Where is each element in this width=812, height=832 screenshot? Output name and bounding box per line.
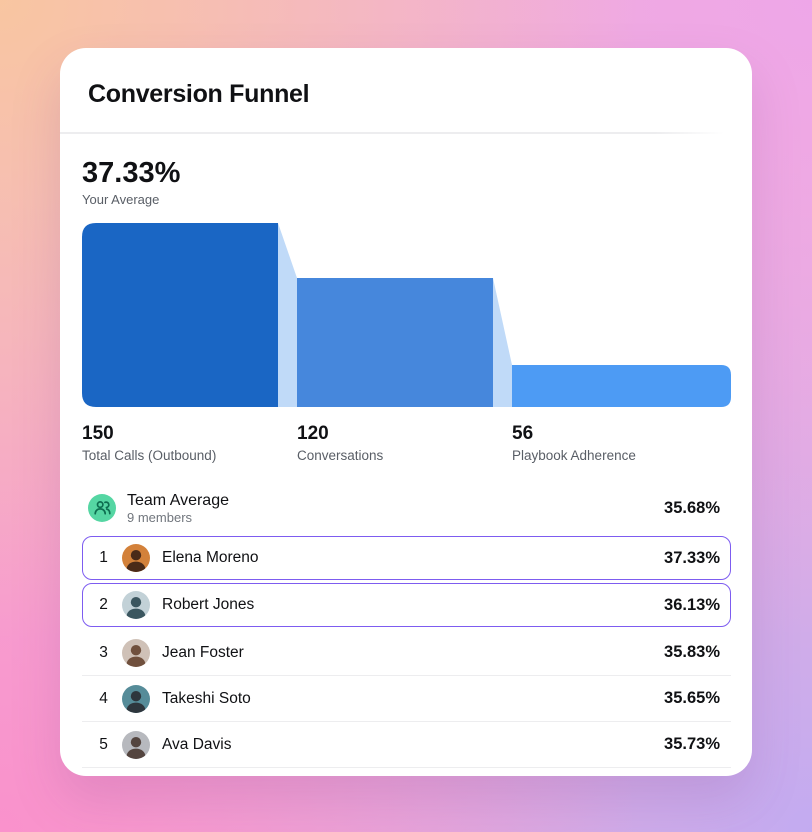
funnel-connector-2 <box>493 278 512 407</box>
member-score: 35.73% <box>664 735 720 753</box>
leaderboard-row-4[interactable]: 4 Takeshi Soto 35.65% <box>82 676 731 722</box>
stage-conversations: 120 Conversations <box>297 422 383 465</box>
stage-value: 120 <box>297 423 329 444</box>
team-average-row[interactable]: Team Average 9 members 35.68% <box>82 482 731 534</box>
stage-value: 150 <box>82 423 114 444</box>
stage-name: Total Calls (Outbound) <box>82 448 217 463</box>
member-name: Robert Jones <box>162 596 255 613</box>
team-members-icon <box>88 494 116 522</box>
conversion-funnel-card: Conversion Funnel 37.33% Your Average 15… <box>60 48 752 776</box>
your-average-summary: 37.33% Your Average <box>82 156 731 209</box>
rank-number: 5 <box>99 735 108 753</box>
your-average-value: 37.33% <box>82 157 181 189</box>
stage-playbook-adherence: 56 Playbook Adherence <box>512 422 636 465</box>
card-header: Conversion Funnel <box>60 48 752 109</box>
leaderboard-row-2[interactable]: 2 Robert Jones 36.13% <box>82 583 731 627</box>
rank-number: 2 <box>99 596 108 613</box>
funnel-bar-1 <box>82 223 278 407</box>
member-name: Jean Foster <box>162 643 244 661</box>
avatar <box>122 638 150 667</box>
header-divider <box>60 132 752 134</box>
member-name: Elena Moreno <box>162 549 259 566</box>
avatar <box>122 591 150 619</box>
member-score: 36.13% <box>664 595 720 614</box>
your-average-label: Your Average <box>82 192 160 207</box>
team-members-count: 9 members <box>127 509 193 525</box>
funnel-connector-1 <box>278 223 297 407</box>
team-average-score: 35.68% <box>664 498 720 517</box>
leaderboard-row-5[interactable]: 5 Ava Davis 35.73% <box>82 722 731 768</box>
stage-value: 56 <box>512 423 534 444</box>
stage-name: Playbook Adherence <box>512 448 636 463</box>
team-average-title: Team Average <box>127 491 229 509</box>
stage-name: Conversations <box>297 448 384 463</box>
team-average-texts: Team Average 9 members <box>127 491 229 526</box>
member-score: 35.83% <box>664 643 720 661</box>
page-title: Conversion Funnel <box>88 80 310 108</box>
leaderboard: Team Average 9 members 35.68% 1 Elena Mo… <box>82 482 731 768</box>
member-score: 37.33% <box>664 548 720 567</box>
leaderboard-row-3[interactable]: 3 Jean Foster 35.83% <box>82 630 731 676</box>
avatar <box>122 730 150 759</box>
leaderboard-row-1[interactable]: 1 Elena Moreno 37.33% <box>82 536 731 580</box>
funnel-chart <box>82 223 731 407</box>
rank-number: 4 <box>99 689 108 707</box>
rank-number: 3 <box>99 643 108 661</box>
funnel-svg <box>82 223 731 407</box>
rank-number: 1 <box>99 549 108 566</box>
member-score: 35.65% <box>664 689 720 707</box>
stage-total-calls: 150 Total Calls (Outbound) <box>82 422 216 465</box>
funnel-bar-2 <box>297 278 493 407</box>
funnel-bar-3 <box>512 365 731 407</box>
avatar <box>122 544 150 572</box>
member-name: Ava Davis <box>162 735 232 753</box>
member-name: Takeshi Soto <box>162 689 251 707</box>
avatar <box>122 684 150 713</box>
funnel-stage-labels: 150 Total Calls (Outbound) 120 Conversat… <box>82 422 731 466</box>
